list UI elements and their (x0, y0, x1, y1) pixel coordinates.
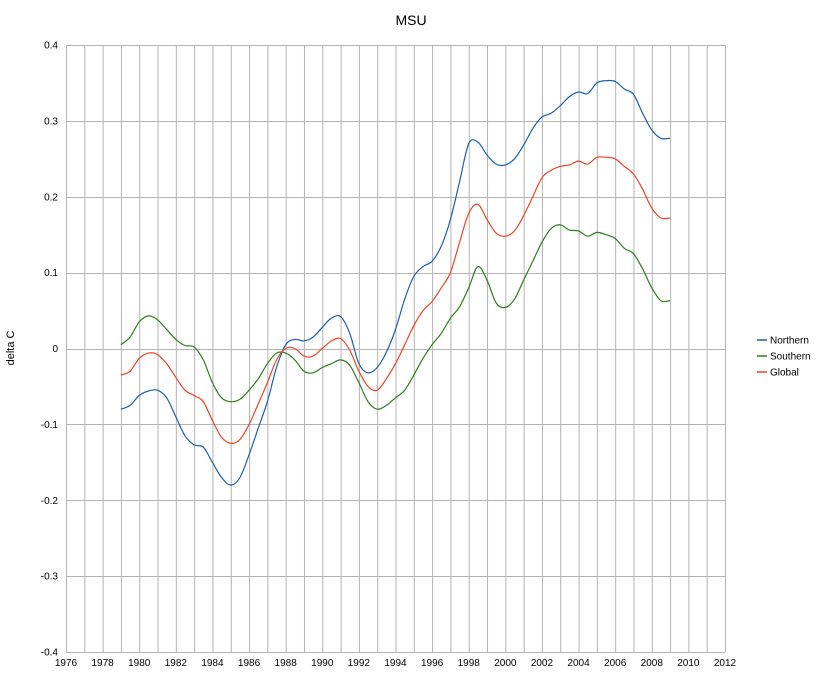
x-tick-label: 2012 (714, 658, 737, 669)
grid (66, 45, 726, 653)
y-tick-label: -0.3 (41, 572, 59, 583)
y-axis-label: delta C (5, 331, 17, 366)
y-tick-label: 0.1 (44, 268, 58, 279)
x-tick-label: 1990 (311, 658, 334, 669)
legend-label-southern: Southern (770, 352, 811, 363)
x-tick-label: 2008 (641, 658, 664, 669)
legend: Northern Southern Global (757, 336, 811, 379)
x-tick-label: 1994 (384, 658, 407, 669)
series-line-northern (120, 79, 671, 486)
x-tick-label: 1996 (421, 658, 444, 669)
x-tick-label: 1998 (458, 658, 481, 669)
chart-title: MSU (395, 12, 426, 28)
y-tick-label: 0.3 (44, 116, 58, 127)
x-tick-label: 2004 (567, 658, 590, 669)
y-tick-label: -0.1 (41, 420, 59, 431)
x-tick-label: 1976 (55, 658, 78, 669)
x-tick-label: 1978 (91, 658, 114, 669)
y-tick-label: -0.4 (41, 648, 59, 659)
y-tick-label: 0.2 (44, 192, 58, 203)
legend-label-global: Global (770, 368, 799, 379)
x-tick-label: 2010 (677, 658, 700, 669)
y-tick-label: 0 (52, 344, 58, 355)
series-line-southern (120, 224, 671, 410)
x-tick-label: 2006 (604, 658, 627, 669)
x-tick-label: 2002 (531, 658, 554, 669)
legend-label-northern: Northern (770, 336, 809, 347)
x-tick-label: 1992 (348, 658, 371, 669)
x-tick-label: 1986 (238, 658, 261, 669)
x-tick-label: 1988 (275, 658, 298, 669)
series-lines (120, 79, 671, 486)
x-tick-label: 1984 (201, 658, 224, 669)
x-tick-label: 1982 (165, 658, 188, 669)
x-tick-label: 2000 (494, 658, 517, 669)
y-tick-label: -0.2 (41, 496, 59, 507)
y-tick-label: 0.4 (44, 41, 58, 52)
x-tick-label: 1980 (128, 658, 151, 669)
series-line-global (120, 156, 671, 444)
